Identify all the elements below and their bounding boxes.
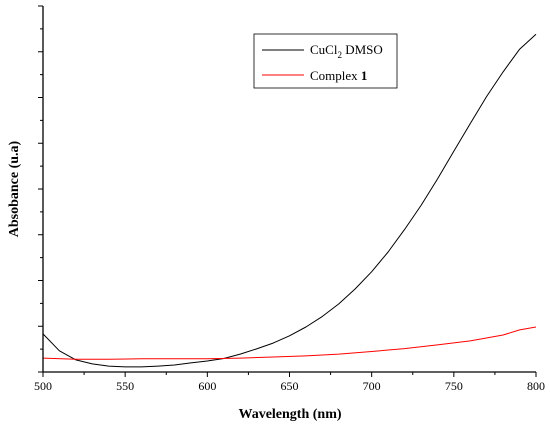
legend-complex1-number: 1 [361,68,368,83]
legend: CuCl2 DMSO Complex 1 [253,33,398,89]
x-tick-label: 650 [281,379,299,393]
legend-label-cucl2: CuCl2 DMSO [310,42,383,60]
x-tick-label: 750 [445,379,463,393]
legend-label-complex1: Complex 1 [310,68,367,83]
x-axis-title: Wavelength (nm) [238,407,341,422]
series-layer [42,33,537,368]
y-axis-title: Absobance (u.a) [7,140,22,237]
legend-cucl2-base: CuCl [310,42,338,57]
x-tick-label: 700 [363,379,381,393]
x-tick-label: 800 [527,379,545,393]
series-line-cucl2-dmso [42,33,537,368]
series-line-complex-1 [42,326,537,360]
x-tick-label: 500 [34,379,52,393]
legend-cucl2-rest: DMSO [342,42,383,57]
x-ticks: 500 550 600 650 700 750 800 [34,372,545,393]
legend-cucl2-subscript: 2 [337,50,342,60]
y-ticks [38,5,43,373]
x-tick-label: 600 [198,379,216,393]
legend-box [253,33,398,89]
legend-complex1-base: Complex [310,68,361,83]
x-tick-label: 550 [116,379,134,393]
